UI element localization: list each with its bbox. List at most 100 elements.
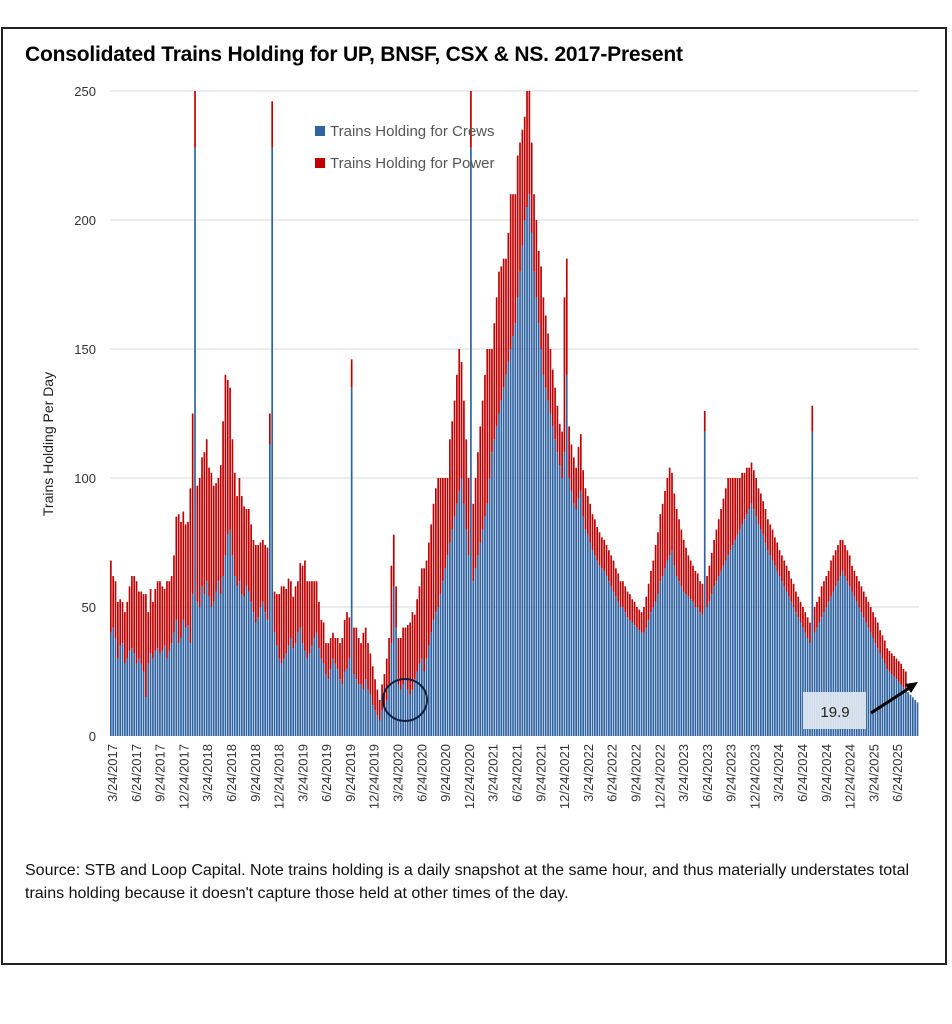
bar-crews [769,555,772,736]
y-tick-label: 50 [82,600,96,615]
bar-crews [792,607,795,736]
bar-power [240,496,243,595]
bar-power [549,349,552,414]
bar-crews [848,586,851,736]
bar-crews [601,568,603,736]
bar-crews [591,550,594,736]
bar-crews [715,581,718,736]
bar-power [465,439,468,530]
bar-crews [579,490,582,736]
bar-crews [210,607,213,736]
bar-power [357,637,360,685]
bar-crews [860,612,863,736]
bar-crews [212,601,215,736]
bar-power [406,625,409,690]
bar-power [313,581,316,638]
bar-power [535,220,538,298]
bar-crews [731,545,734,736]
bar-power [813,607,816,633]
bar-crews [512,336,514,736]
bar-power [521,129,524,246]
bar-crews [568,478,570,736]
bar-power [163,588,166,646]
x-tick-label: 9/24/2019 [343,744,358,802]
bar-power [315,581,318,633]
x-tick-label: 6/24/2020 [414,744,429,802]
bar-crews [357,684,360,736]
x-tick-label: 6/24/2024 [795,744,810,802]
bar-crews [332,658,334,736]
x-tick-label: 6/24/2021 [510,744,525,802]
bar-crews [615,596,617,736]
bar-power [750,462,753,504]
bar-power [640,612,643,633]
bar-power [126,601,129,659]
bar-crews [502,387,505,736]
bar-crews [191,594,194,736]
bar-power [858,581,860,607]
bar-crews [348,658,351,736]
bar-power [904,671,907,690]
bar-power [729,478,732,551]
bar-crews [563,452,566,736]
bar-crews [858,607,860,736]
bar-crews [156,648,159,736]
x-tick-label: 6/24/2018 [224,744,239,802]
bar-power [890,653,893,675]
x-tick-label: 6/24/2019 [319,744,334,802]
bar-crews [437,607,440,736]
bar-crews [329,668,332,736]
bar-power [738,478,741,530]
bar-power [689,560,692,600]
bar-power [717,519,720,577]
x-tick-label: 12/24/2018 [272,744,287,809]
bar-crews [809,643,811,736]
bar-crews [451,529,454,736]
bar-crews [584,529,587,736]
bar-crews [622,607,624,736]
bar-power [579,434,582,491]
annotation-label-box [803,692,866,729]
bar-crews [322,663,325,736]
bar-crews [243,596,245,736]
bar-power [210,472,213,607]
x-tick-label: 9/24/2018 [248,744,263,802]
bar-crews [549,413,552,736]
bar-crews [638,630,641,736]
bar-crews [883,663,886,736]
bar-power [470,91,472,148]
bar-power [790,578,793,602]
bar-crews [402,684,404,736]
bar-crews [872,637,874,736]
bar-power [678,519,680,582]
bar-power [327,643,330,680]
bar-power [170,576,173,644]
bar-power [514,194,517,324]
bar-power [745,467,748,515]
bar-power [519,142,521,272]
bar-crews [233,576,236,736]
bar-crews [650,612,652,736]
bar-power [802,607,804,628]
bar-power [629,594,631,620]
bar-crews [463,503,465,736]
bar-power [851,565,853,592]
bar-crews [266,619,269,736]
bar-crews [399,689,402,736]
bar-power [491,349,493,453]
bar-crews [427,645,430,736]
bar-power [432,503,435,620]
bar-power [834,550,837,587]
bar-crews [767,550,769,736]
bar-power [276,594,278,646]
bar-crews [687,596,690,736]
bar-power [788,570,790,597]
bar-power [666,478,669,561]
bar-crews [187,625,189,736]
legend-label-crews: Trains Holding for Crews [330,123,495,140]
bar-crews [308,653,311,736]
bar-power [290,581,292,638]
bar-crews [404,679,407,736]
bar-crews [706,607,708,736]
bar-crews [797,617,800,736]
